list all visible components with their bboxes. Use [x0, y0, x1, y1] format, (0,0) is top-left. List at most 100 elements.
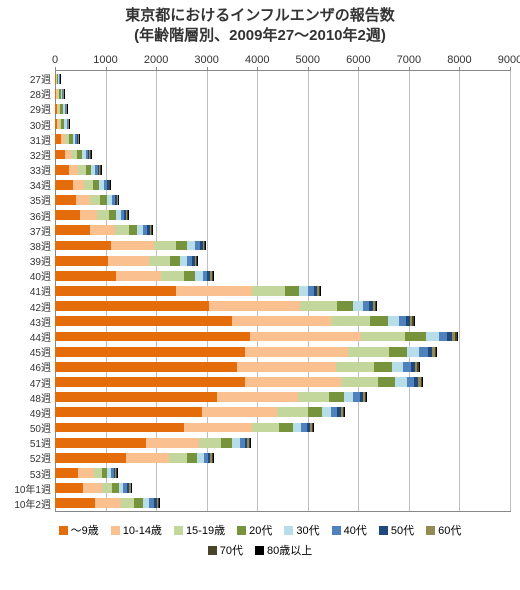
bar-stack [55, 241, 206, 251]
y-tick-label: 45週 [30, 344, 55, 359]
bar-segment [176, 241, 187, 251]
bar-segment [97, 210, 108, 220]
y-tick-label: 40週 [30, 268, 55, 283]
chart-title: 東京都におけるインフルエンザの報告数 (年齢階層別、2009年27～2010年2… [0, 0, 520, 45]
bar-segment [55, 301, 209, 311]
bar-stack [55, 225, 152, 235]
bar-segment [121, 498, 135, 508]
bar-segment [329, 392, 344, 402]
bar-stack [55, 453, 213, 463]
bar-segment [154, 241, 177, 251]
bar-row: 33週 [55, 162, 510, 177]
x-tick-label: 1000 [93, 54, 117, 66]
legend-item: 50代 [379, 522, 414, 538]
bar-segment [187, 453, 197, 463]
bar-segment [134, 498, 143, 508]
bar-segment [279, 423, 292, 433]
bar-segment [426, 332, 439, 342]
bar-segment [128, 210, 129, 220]
bar-row: 31週 [55, 132, 510, 147]
bar-segment [55, 362, 237, 372]
bar-segment [195, 271, 203, 281]
bar-segment [69, 165, 78, 175]
bar-segment [439, 332, 448, 342]
bar-row: 44週 [55, 329, 510, 344]
bar-segment [102, 483, 112, 493]
bar-stack [55, 347, 437, 357]
x-tick-label: 6000 [346, 54, 370, 66]
legend-item: ～9歳 [59, 522, 99, 538]
bar-segment [293, 423, 302, 433]
bar-segment [213, 271, 214, 281]
bar-segment [184, 423, 252, 433]
bar-segment [392, 362, 404, 372]
legend-swatch [284, 526, 293, 535]
bar-segment [55, 392, 217, 402]
bar-segment [55, 332, 250, 342]
bar-stack [55, 89, 64, 99]
bar-stack [55, 407, 345, 417]
y-tick-label: 31週 [30, 132, 55, 147]
legend-swatch [255, 546, 264, 555]
bar-stack [55, 377, 423, 387]
bar-segment [245, 347, 349, 357]
legend-label: 15-19歳 [186, 522, 225, 538]
bar-segment [84, 180, 93, 190]
bar-segment [308, 407, 322, 417]
bar-segment [55, 377, 245, 387]
bar-segment [55, 423, 184, 433]
bar-stack [55, 423, 313, 433]
bar-row: 51週 [55, 435, 510, 450]
bar-segment [419, 362, 420, 372]
bar-segment [348, 347, 388, 357]
y-tick-label: 47週 [30, 375, 55, 390]
bar-segment [126, 453, 169, 463]
bar-segment [299, 286, 308, 296]
y-tick-label: 49週 [30, 405, 55, 420]
bar-stack [55, 180, 110, 190]
y-tick-label: 33週 [30, 162, 55, 177]
bar-segment [336, 362, 374, 372]
legend-label: 70代 [220, 542, 243, 558]
bar-row: 35週 [55, 192, 510, 207]
bar-segment [131, 483, 132, 493]
y-tick-label: 10年1週 [14, 481, 55, 496]
title-line2: (年齢階層別、2009年27～2010年2週) [134, 27, 386, 44]
y-tick-label: 53週 [30, 466, 55, 481]
bar-segment [108, 256, 148, 266]
legend-swatch [59, 526, 68, 535]
bar-row: 30週 [55, 117, 510, 132]
bar-row: 40週 [55, 268, 510, 283]
bar-row: 53週 [55, 465, 510, 480]
bar-segment [419, 347, 427, 357]
x-tick-label: 5000 [296, 54, 320, 66]
bar-segment [83, 483, 102, 493]
bar-segment [298, 392, 329, 402]
bar-stack [55, 362, 420, 372]
x-tick-label: 2000 [144, 54, 168, 66]
bar-segment [78, 165, 86, 175]
bar-segment [90, 195, 100, 205]
bar-row: 41週 [55, 283, 510, 298]
bar-segment [76, 195, 90, 205]
legend-swatch [332, 526, 341, 535]
legend-label: 80歳以上 [267, 542, 312, 558]
bar-segment [55, 483, 83, 493]
bar-segment [111, 241, 154, 251]
bar-segment [197, 256, 198, 266]
bar-segment [73, 180, 85, 190]
y-tick-label: 46週 [30, 359, 55, 374]
bar-row: 47週 [55, 374, 510, 389]
bar-stack [55, 271, 213, 281]
legend-swatch [174, 526, 183, 535]
bar-segment [361, 332, 405, 342]
plot-area: 27週28週29週30週31週32週33週34週35週36週37週38週39週4… [55, 70, 511, 512]
bar-segment [78, 468, 94, 478]
legend: ～9歳10-14歳15-19歳20代30代40代50代60代70代80歳以上 [0, 522, 520, 558]
bar-segment [407, 377, 415, 387]
bar-segment [55, 468, 78, 478]
bar-segment [117, 468, 118, 478]
bar-segment [232, 316, 331, 326]
bar-row: 48週 [55, 390, 510, 405]
bar-stack [55, 392, 367, 402]
